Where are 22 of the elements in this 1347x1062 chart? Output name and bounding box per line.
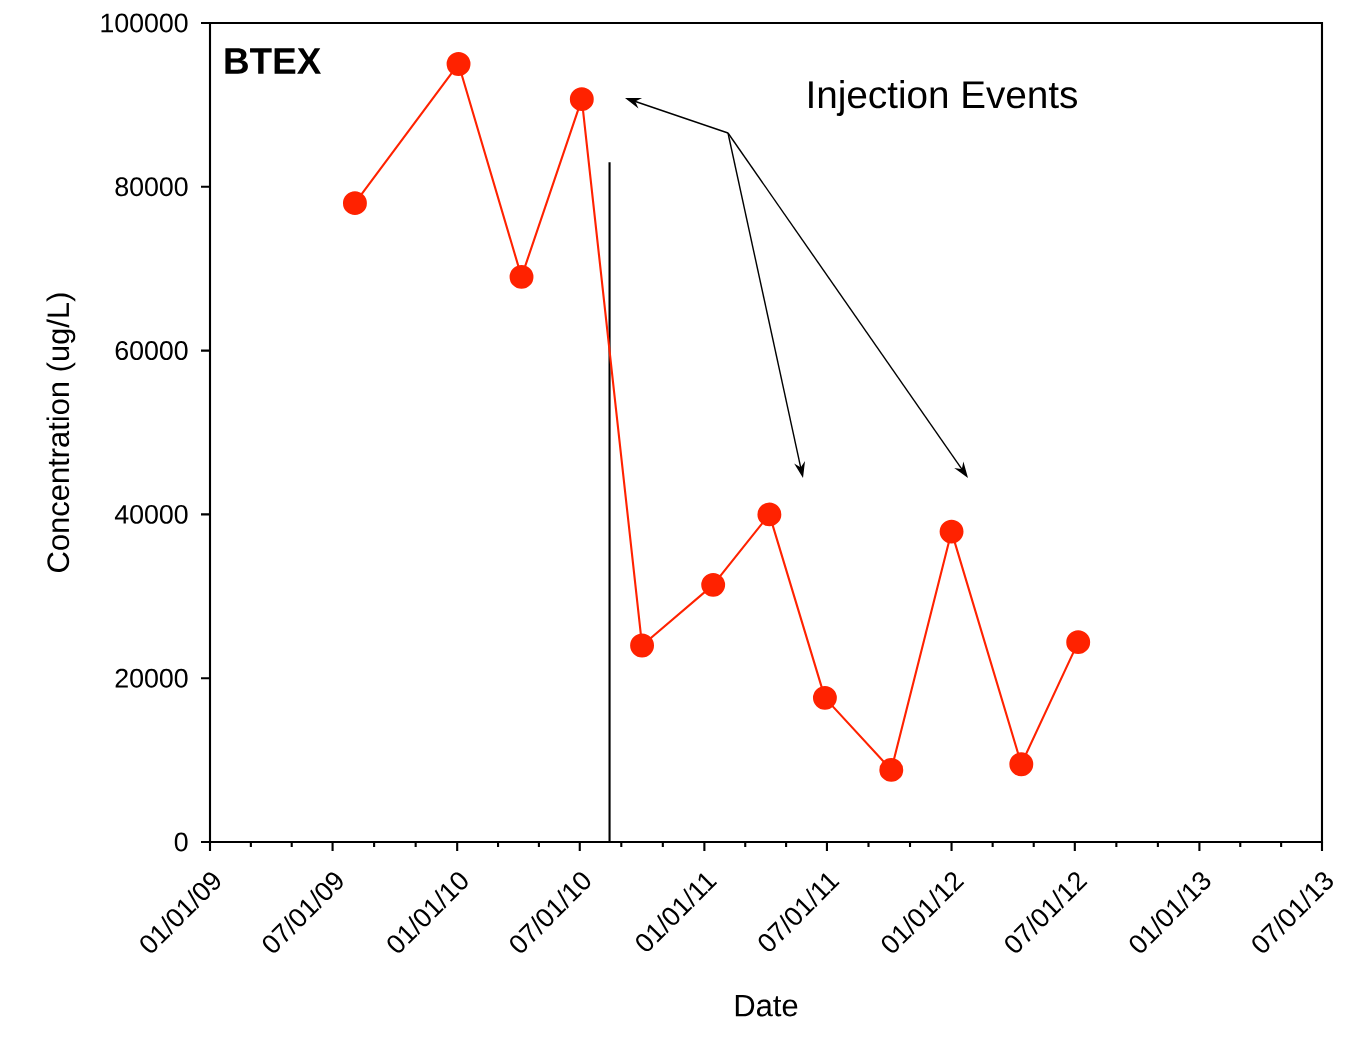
point [879,757,904,782]
point [446,51,471,76]
y-tick-label: 40000 [114,504,188,524]
point [342,191,367,216]
point [1009,752,1034,777]
annotation: Injection Events [809,79,1077,116]
y-axis-title: Concentration (ug/L) [46,293,76,572]
text: BTEX [225,48,321,74]
point [939,519,964,544]
point [569,87,594,112]
y-tick-label: 60000 [115,341,188,361]
point [701,572,726,597]
point [630,633,655,658]
point [509,264,534,289]
point [812,685,837,710]
x-axis-title: Date [735,994,798,1017]
y-tick-label: 100000 [101,13,188,33]
y-tick-label: 20000 [115,668,188,688]
point [1066,630,1091,655]
y-tick-label: 80000 [115,177,188,197]
point [757,502,782,527]
y-tick-label: 0 [174,832,188,852]
